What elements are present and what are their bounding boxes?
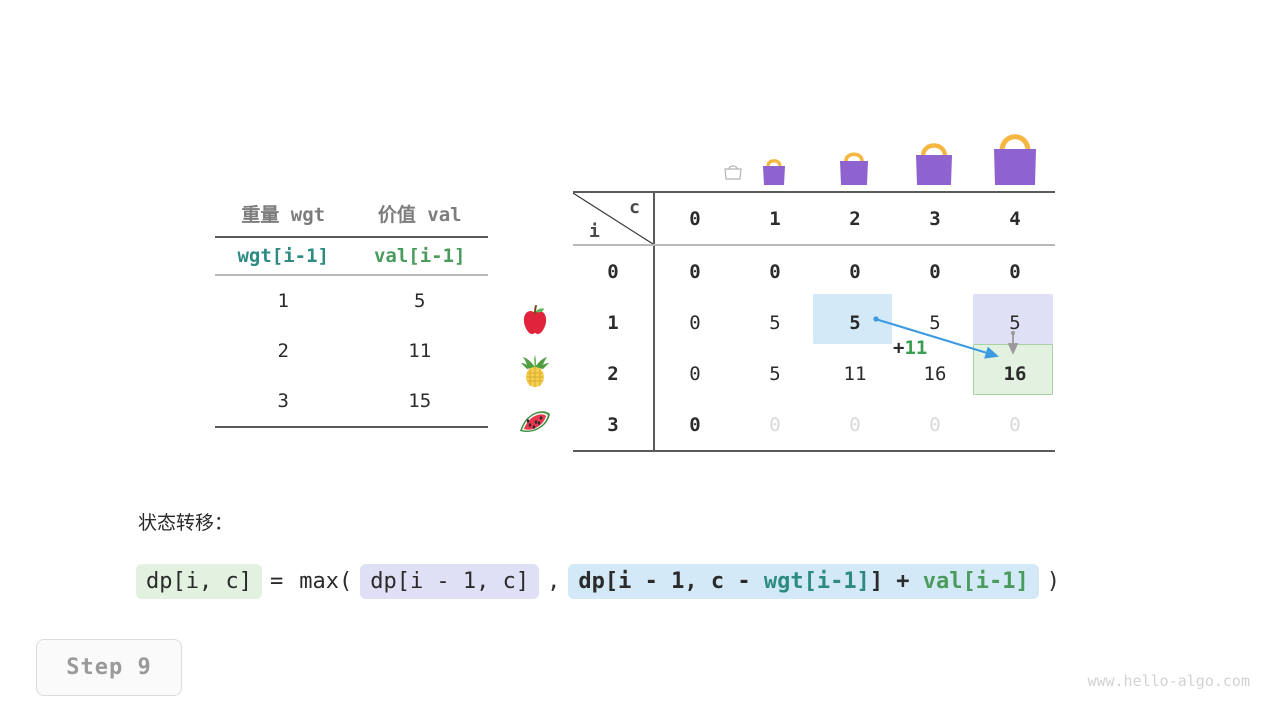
table-row: 1 0 5 5 5 5 [573,297,1055,348]
formula-option-2-mid: ] + [869,568,923,594]
table-row: 1 5 [215,275,488,326]
increment-value: 11 [904,337,928,359]
item-table-header-weight: 重量 wgt [215,190,352,238]
item-weight-2: 2 [277,340,289,362]
dp-row-header-2: 2 [573,348,655,399]
item-value-1: 5 [414,290,426,312]
dp-table: c i 0 1 2 3 4 0 0 0 0 0 [573,191,1055,452]
knapsack-bag-icon-1 [756,154,792,190]
apple-icon [508,296,562,346]
item-value-3: 15 [351,376,488,428]
knapsack-bag-icon-2 [832,146,876,190]
table-row: wgt[i-1] val[i-1] [215,237,488,276]
item-weight-1: 1 [277,290,289,312]
dp-cell-0-4: 0 [1009,260,1021,283]
dp-col-header-3: 3 [895,191,975,246]
table-row: 2 11 [215,326,488,376]
watermelon-icon [508,396,562,446]
knapsack-bag-icon-3 [906,136,962,190]
formula-option-1: dp[i - 1, c] [360,563,540,599]
dp-cell-1-0: 0 [689,311,701,334]
dp-col-header-1: 1 [735,191,815,246]
dp-cell-1-2: 5 [849,311,861,334]
dp-cell-2-2: 11 [843,362,867,385]
dp-row-header-0: 0 [573,245,655,297]
knapsack-bag-icon-0 [722,162,744,184]
dp-cell-2-3: 16 [923,362,947,385]
table-row: 3 0 0 0 0 0 [573,399,1055,452]
item-table: 重量 wgt 价值 val wgt[i-1] val[i-1] 1 5 2 11 [215,190,488,428]
dp-cell-3-0: 0 [654,399,735,452]
dp-col-axis-label: c [629,197,640,218]
dp-col-header-4: 4 [975,191,1055,246]
dp-cell-0-3: 0 [929,260,941,283]
table-row: 0 0 0 0 0 0 [573,245,1055,297]
item-weight-3: 3 [215,376,352,428]
fruit-icon-column [508,296,562,446]
formula-lhs: dp[i, c] [136,563,262,599]
dp-col-header-2: 2 [815,191,895,246]
knapsack-bag-icon-4 [982,126,1048,190]
formula-equals: = [269,568,284,594]
dp-cell-3-3: 0 [895,399,975,452]
table-row: 3 15 [215,376,488,428]
item-table-subheader-wgt: wgt[i-1] [215,237,352,276]
dp-cell-2-0: 0 [689,362,701,385]
dp-cell-0-1: 0 [769,260,781,283]
dp-row-header-3: 3 [573,399,655,452]
formula-option-2-prefix: dp[i - 1, c - [578,568,764,594]
dp-cell-2-1: 5 [769,362,781,385]
item-table-subheader-val: val[i-1] [351,237,488,276]
dp-cell-0-2: 0 [849,260,861,283]
dp-cell-2-4: 16 [1003,362,1027,385]
formula-comma: , [547,568,561,594]
state-transition-caption: 状态转移： [138,512,234,534]
watermark: www.hello-algo.com [1087,672,1250,690]
dp-col-header-0: 0 [654,191,735,246]
value-increment-annotation: +11 [893,337,927,359]
capacity-bag-row [654,126,1054,190]
step-badge: Step 9 [36,639,182,696]
formula-option-2: dp[i - 1, c - wgt[i-1]] + val[i-1] [568,563,1039,599]
dp-cell-1-4: 5 [1009,311,1021,334]
dp-cell-3-4: 0 [975,399,1055,452]
item-table-header-value: 价值 val [351,190,488,238]
dp-row-axis-label: i [589,221,600,242]
state-transition-formula: dp[i, c] = max( dp[i - 1, c] , dp[i - 1,… [136,560,1068,602]
formula-option-2-wgt: wgt[i-1] [763,568,870,594]
dp-row-header-1: 1 [573,297,655,348]
dp-table-corner: c i [573,191,655,246]
increment-sign: + [893,337,905,359]
table-row: 2 0 5 11 16 16 [573,348,1055,399]
dp-cell-3-1: 0 [735,399,815,452]
pineapple-icon [508,346,562,396]
dp-cell-1-1: 5 [769,311,781,334]
formula-max-open: max( [299,568,353,594]
formula-close-paren: ) [1046,568,1061,594]
formula-option-2-val: val[i-1] [922,568,1029,594]
dp-cell-3-2: 0 [815,399,895,452]
dp-cell-0-0: 0 [689,260,701,283]
item-value-2: 11 [408,340,432,362]
